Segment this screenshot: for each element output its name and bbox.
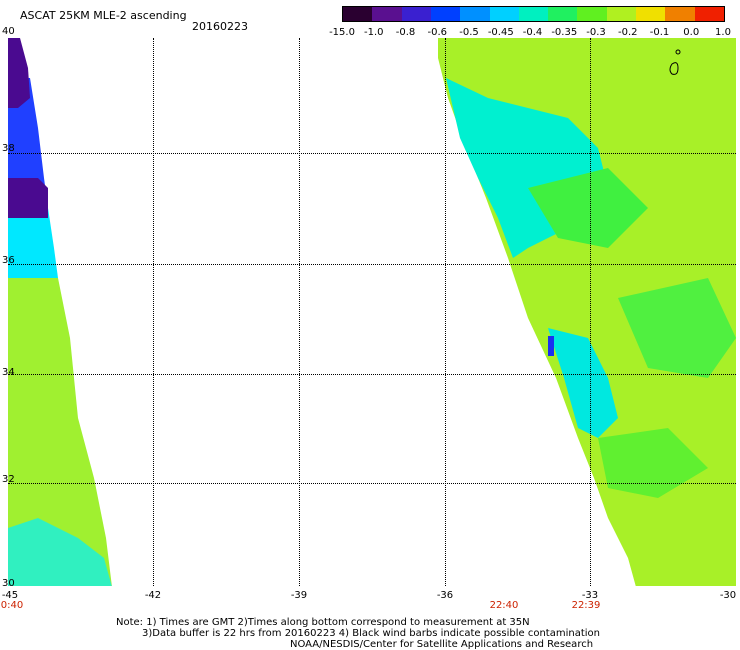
lat-label-40: 40: [2, 26, 15, 37]
right-swath-green-patch: [528, 168, 648, 248]
color-scale-label: -0.6: [427, 27, 448, 38]
color-scale-label: -0.4: [522, 27, 543, 38]
right-swath-green-patch2: [618, 278, 736, 378]
color-scale-segment: [343, 7, 373, 21]
color-scale-segment: [636, 7, 666, 21]
right-swath-blue-cell: [548, 336, 554, 356]
color-scale-label: -0.1: [649, 27, 670, 38]
lon-label-45: -45: [1, 590, 19, 601]
color-scale-segment: [694, 7, 725, 21]
color-scale-label: -0.5: [459, 27, 479, 38]
lon-label-33: -33: [581, 590, 599, 601]
gridline-lat-32: [8, 483, 736, 484]
color-scale-label: -1.0: [363, 27, 384, 38]
left-swath-green: [8, 278, 112, 586]
contamination-contour: [669, 62, 679, 75]
gridline-lat-38: [8, 153, 736, 154]
left-swath: [8, 38, 112, 586]
color-scale-label: -0.2: [617, 27, 638, 38]
color-scale-segment: [372, 7, 403, 21]
lat-label-30: 30: [2, 578, 15, 589]
lon-label-30: -30: [719, 590, 737, 601]
gridline-lon-39: [299, 38, 300, 586]
color-scale-label: -0.8: [395, 27, 416, 38]
color-scale-segment: [430, 7, 461, 21]
right-swath: [438, 38, 736, 586]
left-swath-purple-mid: [8, 178, 48, 218]
note-line-3: NOAA/NESDIS/Center for Satellite Applica…: [290, 639, 594, 650]
color-scale-segment: [606, 7, 637, 21]
gridline-lon-42: [153, 38, 154, 586]
lon-label-42: -42: [144, 590, 162, 601]
color-scale-segment: [518, 7, 549, 21]
gridline-lat-34: [8, 374, 736, 375]
color-scale-segment: [489, 7, 520, 21]
time-label-left: 0:40: [0, 600, 24, 611]
left-swath-blue: [8, 78, 48, 208]
time-label-2240: 22:40: [489, 600, 519, 611]
color-scale-label: -0.35: [551, 27, 578, 38]
lat-label-34: 34: [2, 367, 15, 378]
time-label-2239: 22:39: [571, 600, 601, 611]
color-scale-segment: [577, 7, 608, 21]
color-scale-label: 1.0: [715, 27, 731, 38]
left-swath-cyan-top: [8, 208, 58, 278]
lon-label-39: -39: [290, 590, 308, 601]
lon-label-36: -36: [436, 590, 454, 601]
left-swath-purple-top: [8, 38, 30, 108]
color-scale-segment: [460, 7, 491, 21]
lat-label-32: 32: [2, 474, 15, 485]
lat-label-36: 36: [2, 255, 15, 266]
swath-map: [8, 38, 736, 586]
contamination-dot: [675, 49, 681, 55]
map-plot-area: [8, 38, 736, 586]
color-scale-label: -15.0: [329, 27, 355, 38]
color-scale-bar: [342, 6, 725, 22]
color-scale-segment: [401, 7, 432, 21]
product-title: ASCAT 25KM MLE-2 ascending: [20, 9, 187, 22]
note-line-1: Note: 1) Times are GMT 2)Times along bot…: [116, 617, 530, 628]
gridline-lon-33: [590, 38, 591, 586]
color-scale-label: -0.3: [586, 27, 606, 38]
left-swath-cyan-bottom: [8, 518, 112, 586]
note-line-2: 3)Data buffer is 22 hrs from 20160223 4)…: [142, 628, 600, 639]
color-scale-segment: [665, 7, 696, 21]
product-date: 20160223: [192, 20, 248, 33]
right-swath-cyan-lower: [548, 328, 618, 438]
right-swath-green-patch3: [598, 428, 708, 498]
gridline-lat-36: [8, 264, 736, 265]
color-scale-segment: [548, 7, 578, 21]
color-scale-label: 0.0: [683, 27, 700, 38]
gridline-lon-36: [445, 38, 446, 586]
color-scale-label: -0.45: [487, 27, 514, 38]
lat-label-38: 38: [2, 143, 15, 154]
